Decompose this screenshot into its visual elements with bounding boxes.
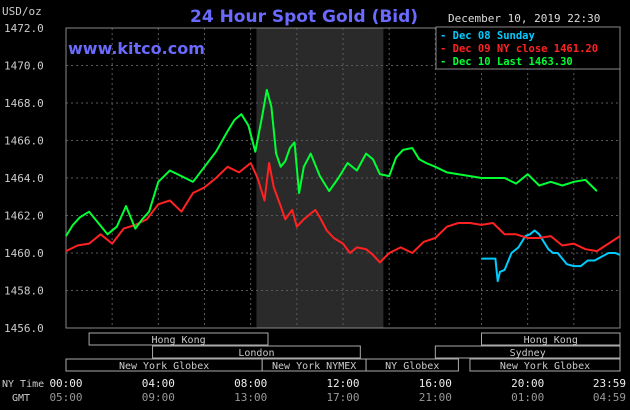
- datetime-label: December 10, 2019 22:30: [448, 12, 600, 25]
- gmt-row-label: GMT: [12, 393, 30, 404]
- legend-entry: - Dec 08 Sunday: [440, 30, 536, 42]
- session-label: Sydney: [510, 348, 546, 359]
- gmt-time-tick: 04:59: [593, 391, 626, 404]
- session-label: London: [238, 348, 274, 359]
- session-label: New York Globex: [119, 361, 209, 372]
- y-tick-label: 1468.0: [4, 97, 44, 110]
- ny-time-tick: 04:00: [142, 377, 175, 390]
- unit-label: USD/oz: [2, 5, 42, 18]
- ny-time-row-label: NY Time: [2, 379, 44, 390]
- y-tick-label: 1466.0: [4, 135, 44, 148]
- legend-entry: - Dec 10 Last 1463.30: [440, 56, 573, 68]
- y-tick-label: 1470.0: [4, 60, 44, 73]
- y-tick-label: 1458.0: [4, 285, 44, 298]
- session-label: NY Globex: [385, 361, 439, 372]
- legend-box: [435, 26, 621, 70]
- session-label: Hong Kong: [151, 335, 205, 346]
- y-tick-label: 1460.0: [4, 247, 44, 260]
- series-line-1: [65, 162, 621, 264]
- plot-frame: [65, 27, 621, 329]
- session-bar: [481, 332, 621, 346]
- gmt-time-tick: 13:00: [234, 391, 267, 404]
- session-bar: [434, 345, 621, 359]
- website-label: www.kitco.com: [68, 39, 205, 58]
- session-label: New York Globex: [500, 361, 590, 372]
- legend-entry: - Dec 09 NY close 1461.20: [440, 43, 598, 55]
- session-bar: [365, 358, 459, 372]
- gmt-time-tick: 17:00: [326, 391, 359, 404]
- ny-time-tick: 20:00: [511, 377, 544, 390]
- y-tick-label: 1472.0: [4, 22, 44, 35]
- ny-time-tick: 16:00: [419, 377, 452, 390]
- y-tick-label: 1462.0: [4, 210, 44, 223]
- y-tick-label: 1456.0: [4, 322, 44, 335]
- y-tick-label: 1464.0: [4, 172, 44, 185]
- session-bar: [88, 332, 269, 346]
- gmt-time-tick: 05:00: [49, 391, 82, 404]
- ny-time-tick: 12:00: [326, 377, 359, 390]
- gmt-time-tick: 09:00: [142, 391, 175, 404]
- gmt-time-tick: 01:00: [511, 391, 544, 404]
- series-line-2: [65, 88, 598, 237]
- ny-time-tick: 00:00: [49, 377, 82, 390]
- session-label: New York NYMEX: [272, 361, 356, 372]
- chart-title: 24 Hour Spot Gold (Bid): [190, 7, 418, 27]
- series-line-0: [481, 229, 621, 283]
- gmt-time-tick: 21:00: [419, 391, 452, 404]
- ny-time-tick: 08:00: [234, 377, 267, 390]
- session-label: Hong Kong: [524, 335, 578, 346]
- session-bar: [152, 345, 361, 359]
- ny-time-tick: 23:59: [593, 377, 626, 390]
- session-bar: [469, 358, 621, 372]
